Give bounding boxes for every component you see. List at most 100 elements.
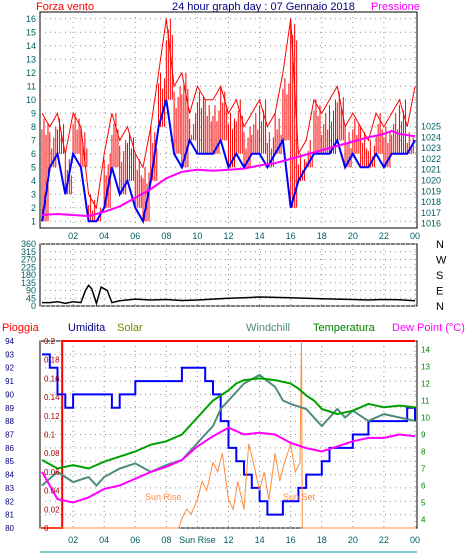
temperature-tick-label: 5 [421,499,426,508]
legend-dewpoint: Dew Point (°C) [392,322,465,334]
windchill-line [41,373,416,487]
wind-tick-label: 9 [31,108,36,118]
wind-avg-line [41,99,416,225]
wind-tick-label: 3 [31,189,36,199]
direction-tick-label: 360 [21,239,36,249]
pressure-tick-label: 1025 [421,121,441,131]
wind-tick-label: 14 [26,41,36,51]
dewpoint-line [41,426,416,504]
humidity-tick-label: 80 [5,524,14,533]
hour-tick-label: 16 [286,231,296,241]
temperature-tick-label: 14 [421,346,430,355]
wind-tick-label: 13 [26,54,36,64]
humidity-tick-label: 94 [5,337,14,346]
wind-tick-label: 12 [26,68,36,78]
pressure-tick-label: 1024 [421,132,441,142]
humidity-tick-label: 93 [5,350,14,359]
rain-tick-label: 0.16 [44,374,60,383]
rain-tick-label: 0.04 [44,487,60,496]
rain-tick-label: 0.18 [44,356,60,365]
pressure-axis-title: Pressione [371,1,420,13]
hour-tick-label: 00 [410,535,420,545]
rain-tick-label: 0.12 [44,412,60,421]
hour-tick-label: 06 [130,535,140,545]
rain-tick-label: 0.02 [44,505,60,514]
temperature-tick-label: 8 [421,448,426,457]
compass-label: N [436,301,444,313]
direction-tick-label: 225 [21,262,36,272]
wind-tick-label: 11 [27,81,36,91]
temperature-tick-label: 12 [421,380,430,389]
temperature-tick-label: 6 [421,482,426,491]
wind-gust-series [41,18,414,222]
pressure-tick-label: 1018 [421,197,441,207]
wind-tick-label: 7 [31,135,36,145]
legend-rain: Pioggia [2,322,40,334]
sunrise-annotation: Sun Rise [145,492,182,502]
rain-tick-label: 0.06 [44,468,60,477]
direction-series [42,284,416,306]
direction-tick-label: 270 [21,255,36,265]
hour-tick-label: 04 [99,231,109,241]
direction-line [42,284,416,306]
hour-tick-label: 14 [255,231,265,241]
wind-tick-label: 6 [31,149,36,159]
humidity-tick-label: 88 [5,417,14,426]
legend: Pioggia Umidita Solar Windchill Temperat… [2,322,465,334]
temperature-tick-label: 9 [421,431,426,440]
hour-tick-label: 04 [99,535,109,545]
direction-tick-label: 90 [26,286,36,296]
gust-line [41,18,416,210]
rain-tick-label: 0.08 [44,449,60,458]
humidity-tick-label: 81 [5,511,14,520]
temperature-tick-label: 4 [421,516,426,525]
wind-pressure-series [41,18,416,225]
legend-temperature: Temperatura [313,322,376,334]
humidity-line [42,353,416,516]
temperature-line [41,377,416,470]
pressure-tick-label: 1020 [421,175,441,185]
wind-tick-label: 5 [31,162,36,172]
humidity-tick-label: 83 [5,484,14,493]
hour-tick-label: 00 [410,231,420,241]
chart-title: 24 hour graph day : 07 Gennaio 2018 [172,1,355,13]
humidity-tick-label: 90 [5,390,14,399]
humidity-tick-label: 91 [5,377,14,386]
hour-tick-label: 08 [161,535,171,545]
hour-tick-label: 12 [223,231,233,241]
hour-tick-label: 02 [68,231,78,241]
wind-panel [39,11,418,229]
hour-tick-label: 22 [379,231,389,241]
wind-tick-label: 1 [31,216,36,226]
hour-tick-label: 22 [379,535,389,545]
wind-tick-label: 4 [31,176,36,186]
pressure-tick-label: 1022 [421,154,441,164]
hour-tick-label: 02 [68,535,78,545]
compass-label: E [436,286,443,298]
humidity-tick-label: 84 [5,471,14,480]
hour-tick-label: 14 [255,535,265,545]
wind-tick-label: 2 [31,203,36,213]
wind-tick-label: 15 [26,27,36,37]
wind-tick-label: 16 [26,14,36,24]
hour-tick-label: 20 [348,535,358,545]
compass-label: S [436,270,443,282]
temperature-tick-label: 13 [421,363,430,372]
legend-windchill: Windchill [246,322,290,334]
direction-tick-label: 0 [31,301,36,311]
legend-solar: Solar [117,322,143,334]
pressure-line [41,129,416,218]
direction-tick-label: 135 [21,278,36,288]
temperature-tick-label: 7 [421,465,426,474]
pressure-tick-label: 1016 [421,219,441,229]
hour-tick-label: Sun Rise [179,535,216,545]
humidity-tick-label: 92 [5,364,14,373]
temperature-tick-label: 10 [421,414,430,423]
wind-axis-title: Forza vento [36,1,94,13]
hour-tick-label: 16 [286,535,296,545]
pressure-tick-label: 1017 [421,208,441,218]
direction-panel-grid [40,243,417,307]
humidity-tick-label: 82 [5,497,14,506]
direction-tick-label: 315 [21,247,36,257]
